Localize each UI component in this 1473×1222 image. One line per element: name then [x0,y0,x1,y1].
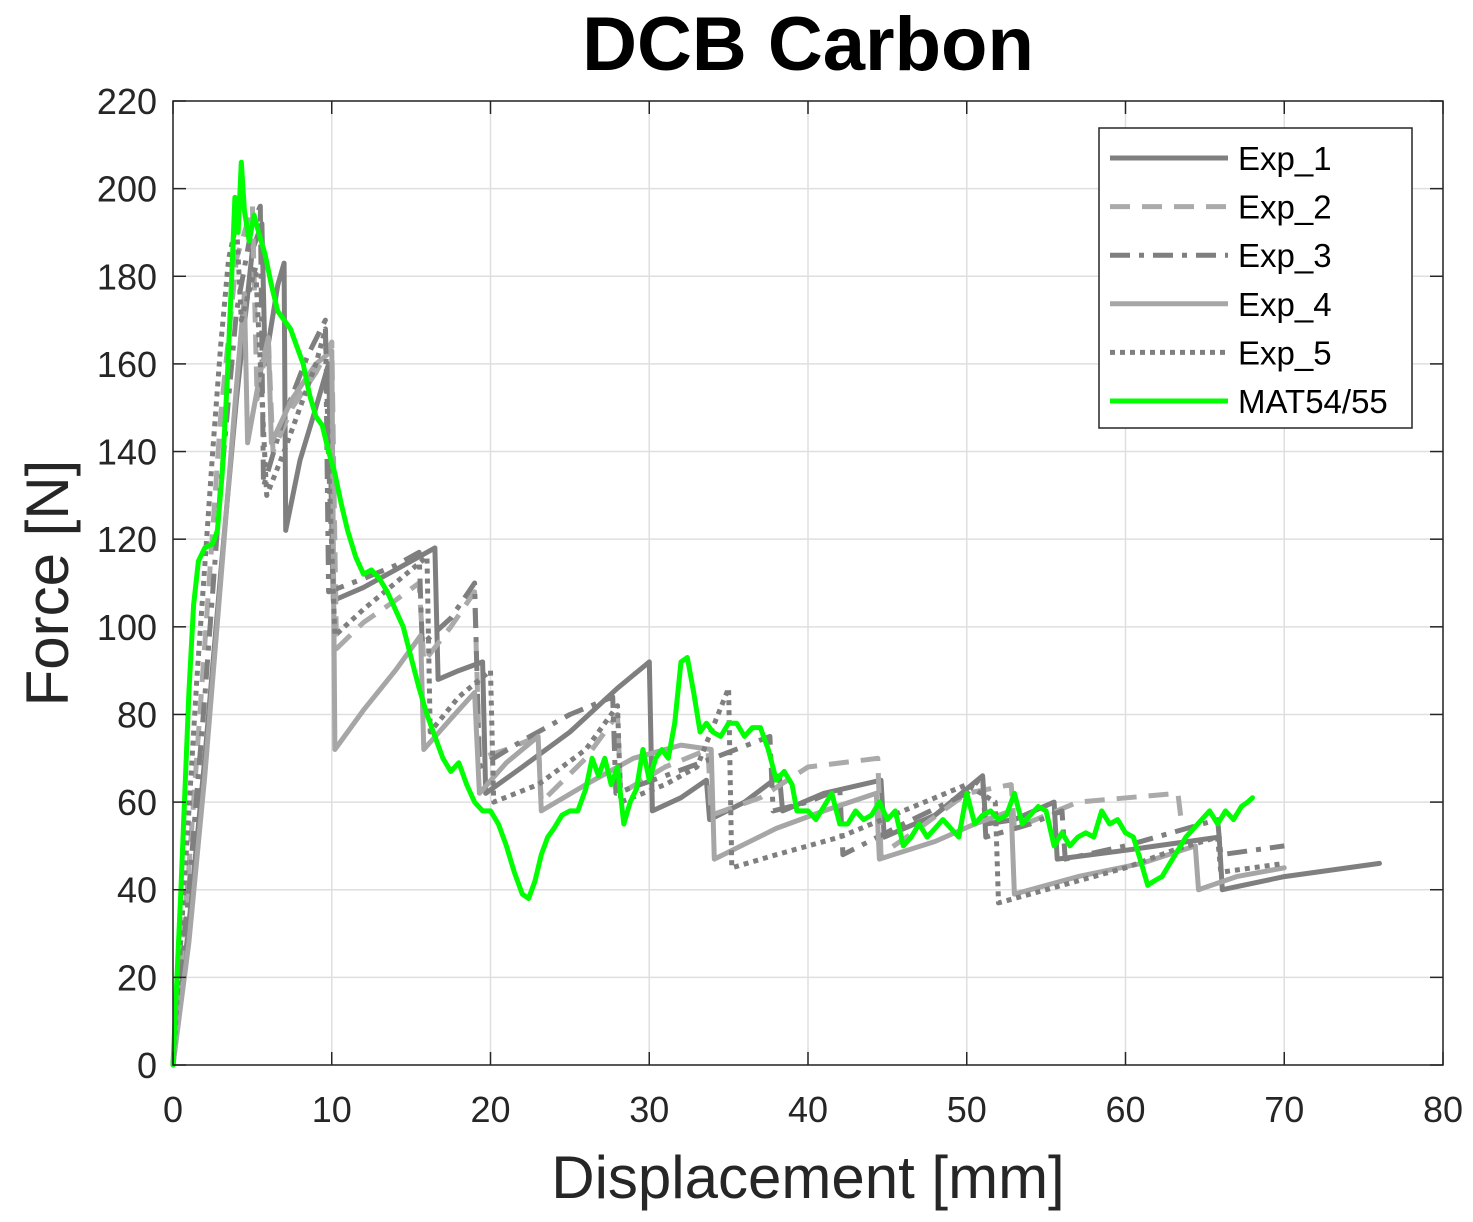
y-tick-label: 220 [97,81,157,122]
legend-label: Exp_1 [1238,140,1332,177]
x-tick-label: 0 [163,1089,183,1130]
y-tick-label: 60 [117,782,157,823]
y-tick-label: 40 [117,870,157,911]
series-line-mat54-55 [170,159,1255,1068]
x-tick-label: 50 [947,1089,987,1130]
legend-label: Exp_2 [1238,189,1332,226]
x-tick-label: 80 [1423,1089,1463,1130]
y-tick-label: 120 [97,519,157,560]
chart-title: DCB Carbon [582,2,1034,87]
y-tick-label: 0 [137,1045,157,1086]
legend-label: Exp_5 [1238,334,1332,371]
grid [172,100,1444,1066]
x-tick-label: 40 [788,1089,828,1130]
y-tick-label: 100 [97,607,157,648]
y-tick-label: 20 [117,957,157,998]
legend-label: MAT54/55 [1238,383,1388,420]
axes [172,100,1444,1066]
x-tick-label: 10 [312,1089,352,1130]
y-axis-label: Force [N] [14,460,81,707]
y-tick-label: 160 [97,344,157,385]
legend-box [1098,127,1413,429]
x-tick-label: 20 [470,1089,510,1130]
x-tick-label: 30 [629,1089,669,1130]
tick-labels: 0 10 20 30 40 50 60 70 80 0 20 40 60 80 100 120 140 160 18… [97,81,1463,1130]
y-tick-label: 140 [97,432,157,473]
legend-label: Exp_3 [1238,237,1332,274]
x-axis-label: Displacement [mm] [551,1144,1064,1211]
y-tick-label: 80 [117,694,157,735]
x-tick-label: 60 [1105,1089,1145,1130]
y-tick-label: 200 [97,169,157,210]
legend: Exp_1 Exp_2 Exp_3 Exp_4 Exp_5 MAT54/55 [1098,127,1413,429]
y-tick-label: 180 [97,256,157,297]
legend-label: Exp_4 [1238,286,1332,323]
series-line-exp-5 [170,221,1285,1066]
x-tick-label: 70 [1264,1089,1304,1130]
series-layer [170,159,1382,1068]
